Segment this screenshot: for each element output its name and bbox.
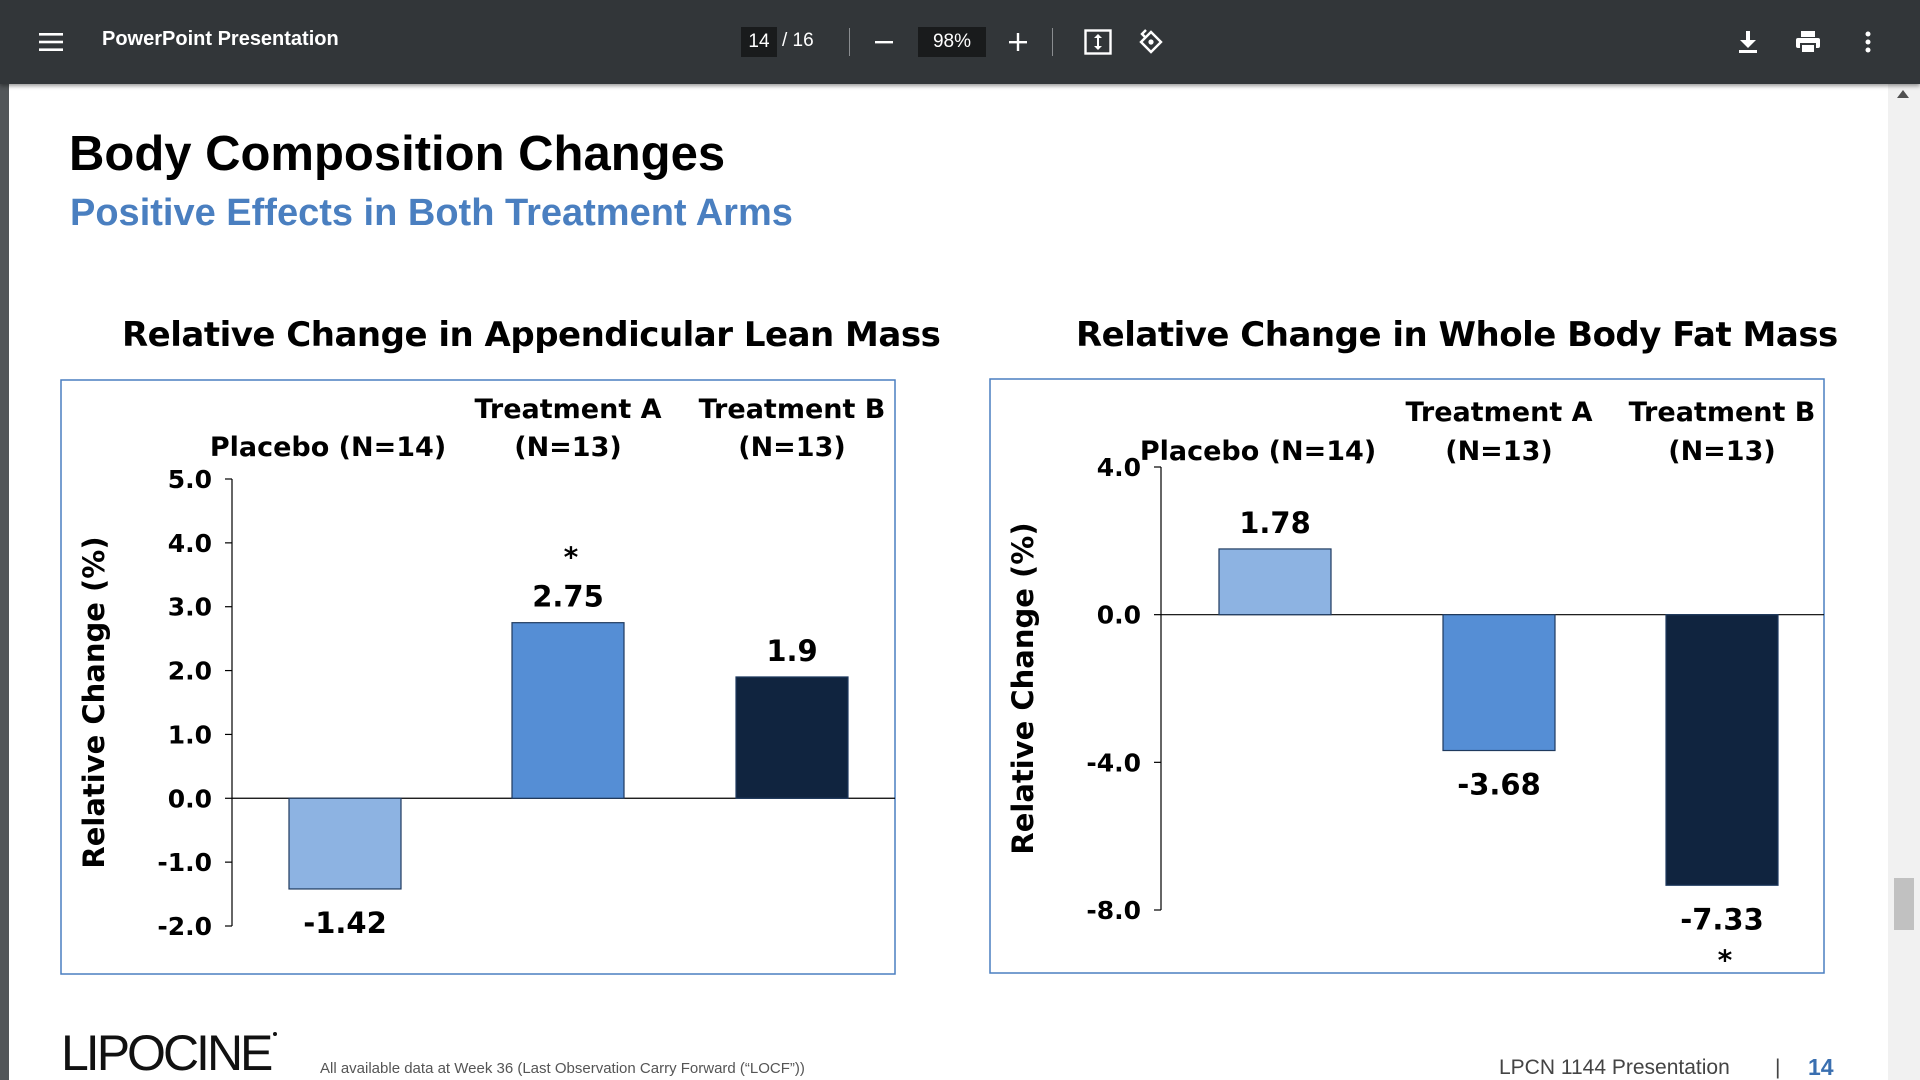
bar [1665, 614, 1779, 886]
footnote: All available data at Week 36 (Last Obse… [320, 1060, 805, 1077]
significance-marker: * [1718, 943, 1733, 974]
fit-page-icon[interactable] [1078, 22, 1118, 62]
rotate-icon[interactable] [1131, 22, 1171, 62]
bar [511, 622, 625, 799]
bar [288, 797, 402, 890]
slide-subtitle: Positive Effects in Both Treatment Arms [70, 192, 793, 234]
chart-title-lean-mass: Relative Change in Appendicular Lean Mas… [122, 315, 941, 355]
toolbar-divider [849, 28, 850, 56]
chart-frame [989, 378, 1825, 974]
lean-mass-chart: 5.0 4.0 3.0 2.0 1.0 0.0 -1.0 -2.0 Relative Chang… [60, 379, 896, 975]
zoom-level-input[interactable]: 98% [918, 27, 986, 57]
fat-mass-chart: 4.0 0.0 -4.0 -8.0 Relative Change (%) 1.78 Pla… [989, 378, 1825, 974]
category-sublabel: (N=13) [514, 432, 621, 463]
category-label: Placebo (N=14) [1140, 436, 1376, 467]
y-axis-label: Relative Change (%) [1006, 522, 1040, 854]
category-label: Treatment B [699, 394, 886, 425]
plus-icon[interactable] [998, 22, 1038, 62]
data-label: -3.68 [1457, 768, 1541, 802]
bar [1442, 614, 1556, 752]
more-vert-icon[interactable] [1848, 22, 1888, 62]
y-tick-label: -1.0 [157, 848, 212, 877]
slide-title: Body Composition Changes [69, 127, 726, 181]
company-logo: LIPOCINE [61, 1025, 281, 1080]
bar [1218, 548, 1332, 616]
page-number-input[interactable]: 14 [741, 27, 777, 57]
category-sublabel: (N=13) [738, 432, 845, 463]
print-icon[interactable] [1788, 22, 1828, 62]
slide-page: Body Composition Changes Positive Effect… [9, 84, 1888, 1080]
data-label: -7.33 [1680, 902, 1764, 936]
significance-marker: * [564, 541, 579, 574]
download-icon[interactable] [1728, 22, 1768, 62]
y-tick-label: 4.0 [1097, 453, 1141, 482]
y-tick-label: 2.0 [168, 657, 212, 686]
y-tick-label: 4.0 [168, 529, 212, 558]
chart-frame [60, 379, 896, 975]
y-tick-label: -4.0 [1086, 748, 1141, 777]
chart-title-fat-mass: Relative Change in Whole Body Fat Mass [1076, 315, 1838, 355]
y-tick-label: 0.0 [1097, 601, 1141, 630]
y-tick-label: 3.0 [168, 593, 212, 622]
data-label: -1.42 [303, 906, 387, 940]
bar [735, 676, 849, 799]
scrollbar-thumb[interactable] [1894, 878, 1914, 930]
page-total: / 16 [782, 30, 814, 51]
viewer-toolbar: PowerPoint Presentation 14 / 16 98% [0, 0, 1920, 84]
y-tick-label: 5.0 [168, 465, 212, 494]
y-tick-label: 1.0 [168, 720, 212, 749]
data-label: 2.75 [532, 580, 604, 614]
y-tick-label: -8.0 [1086, 896, 1141, 925]
data-label: 1.9 [766, 634, 817, 668]
y-axis-label: Relative Change (%) [77, 536, 111, 868]
scroll-up-icon[interactable] [1897, 90, 1909, 98]
data-label: 1.78 [1239, 506, 1311, 540]
toolbar-divider [1052, 28, 1053, 56]
minus-icon[interactable] [864, 22, 904, 62]
menu-icon[interactable] [34, 22, 68, 62]
y-tick-label: -2.0 [157, 912, 212, 941]
footer-page-number: 14 [1808, 1054, 1834, 1080]
y-tick-label: 0.0 [168, 784, 212, 813]
svg-text:LIPOCINE: LIPOCINE [61, 1026, 272, 1080]
footer-presentation-name: LPCN 1144 Presentation [1499, 1056, 1730, 1079]
footer-separator: | [1775, 1056, 1781, 1079]
category-sublabel: (N=13) [1445, 436, 1552, 467]
document-title: PowerPoint Presentation [102, 28, 339, 50]
category-label: Treatment A [1405, 397, 1592, 428]
category-sublabel: (N=13) [1668, 436, 1775, 467]
category-label: Placebo (N=14) [210, 432, 446, 463]
vertical-scrollbar[interactable] [1888, 84, 1920, 1080]
category-label: Treatment B [1629, 397, 1816, 428]
category-label: Treatment A [474, 394, 661, 425]
